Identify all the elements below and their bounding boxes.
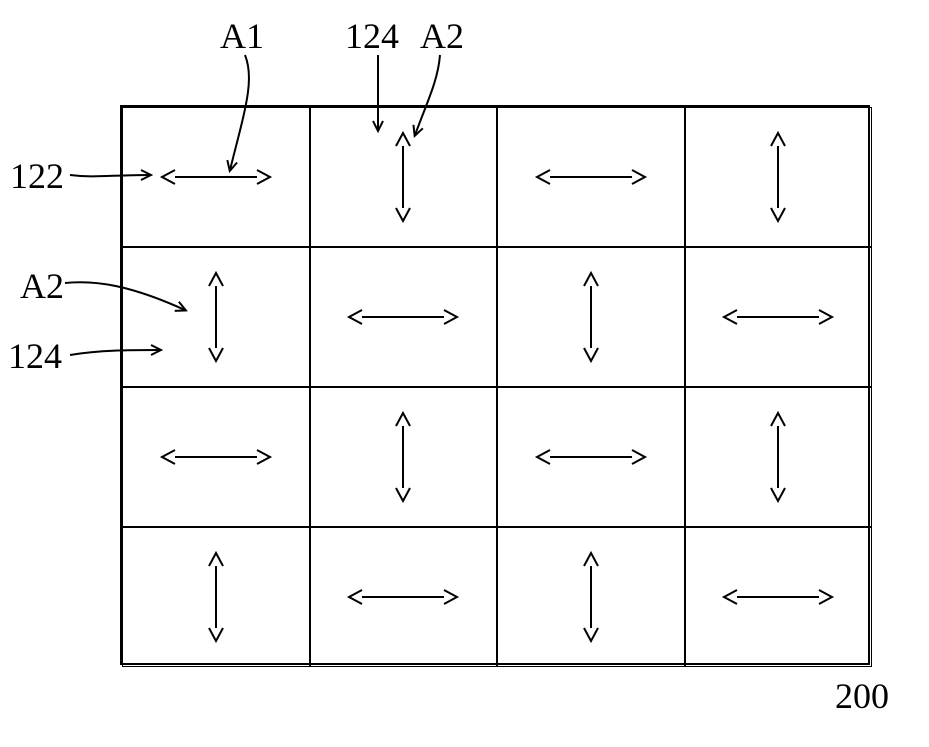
grid-cell	[497, 527, 685, 667]
grid-cell	[685, 527, 873, 667]
grid-cell	[310, 107, 498, 247]
grid-cell	[122, 387, 310, 527]
grid-cell	[685, 107, 873, 247]
grid-cell	[310, 527, 498, 667]
vertical-double-arrow-icon	[383, 412, 423, 502]
horizontal-double-arrow-icon	[348, 297, 458, 337]
horizontal-double-arrow-icon	[348, 577, 458, 617]
vertical-double-arrow-icon	[196, 552, 236, 642]
grid-cell	[122, 247, 310, 387]
vertical-double-arrow-icon	[196, 272, 236, 362]
horizontal-double-arrow-icon	[536, 157, 646, 197]
grid-cell	[122, 107, 310, 247]
grid-cell	[497, 107, 685, 247]
grid-cell	[310, 387, 498, 527]
horizontal-double-arrow-icon	[723, 297, 833, 337]
grid-cell	[685, 387, 873, 527]
arrow-grid	[120, 105, 870, 665]
horizontal-double-arrow-icon	[723, 577, 833, 617]
horizontal-double-arrow-icon	[161, 437, 271, 477]
grid-cell	[310, 247, 498, 387]
grid-cell	[685, 247, 873, 387]
grid-cell	[497, 247, 685, 387]
horizontal-double-arrow-icon	[161, 157, 271, 197]
vertical-double-arrow-icon	[571, 272, 611, 362]
diagram-canvas: A1 124 A2 122 A2 124 200	[0, 0, 929, 747]
grid-cell	[122, 527, 310, 667]
vertical-double-arrow-icon	[383, 132, 423, 222]
vertical-double-arrow-icon	[758, 132, 798, 222]
vertical-double-arrow-icon	[758, 412, 798, 502]
grid-cell	[497, 387, 685, 527]
horizontal-double-arrow-icon	[536, 437, 646, 477]
vertical-double-arrow-icon	[571, 552, 611, 642]
